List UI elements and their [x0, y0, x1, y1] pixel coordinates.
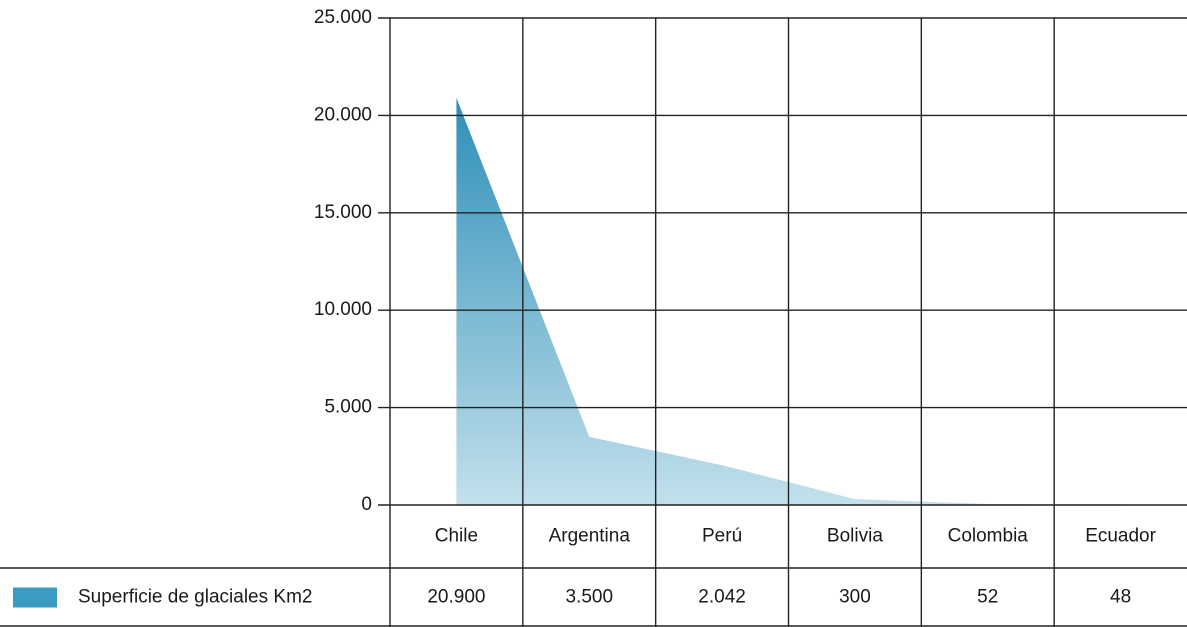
value-label-perú: 2.042	[698, 587, 746, 608]
category-label-perú: Perú	[702, 526, 742, 547]
category-label-ecuador: Ecuador	[1085, 526, 1156, 547]
value-label-bolivia: 300	[839, 587, 871, 608]
y-tick-label: 20.000	[314, 104, 372, 125]
label-layer: 0 5.000 10.000 15.000 20.000 25.000 Chile Argen…	[13, 7, 1157, 608]
value-label-chile: 20.900	[427, 587, 485, 608]
category-label-bolivia: Bolivia	[827, 526, 883, 547]
legend-label: Superficie de glaciales Km2	[78, 587, 312, 608]
y-tick-label: 15.000	[314, 202, 372, 223]
legend-swatch	[13, 587, 57, 608]
category-label-chile: Chile	[435, 526, 478, 547]
y-tick-label: 10.000	[314, 299, 372, 320]
category-label-argentina: Argentina	[549, 526, 631, 547]
y-tick-label: 0	[361, 494, 372, 515]
y-tick-label: 25.000	[314, 7, 372, 28]
value-label-ecuador: 48	[1110, 587, 1131, 608]
grid-layer	[0, 17, 1187, 627]
category-label-colombia: Colombia	[948, 526, 1029, 547]
value-label-argentina: 3.500	[565, 587, 613, 608]
y-tick-label: 5.000	[324, 397, 372, 418]
value-label-colombia: 52	[977, 587, 998, 608]
